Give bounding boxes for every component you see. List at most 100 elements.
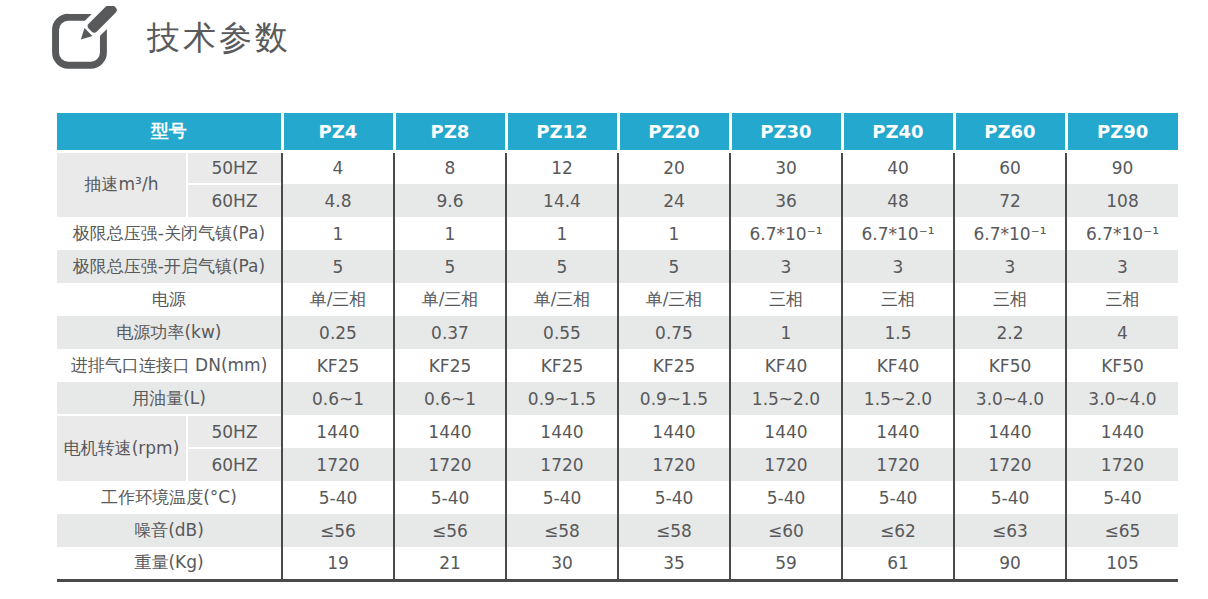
table-cell: ≤60 xyxy=(730,514,842,547)
table-cell: 9.6 xyxy=(394,184,506,217)
table-cell: 14.4 xyxy=(506,184,618,217)
row-sub-label: 60HZ xyxy=(187,448,282,481)
table-cell: ≤63 xyxy=(954,514,1066,547)
table-row: 工作环境温度(°C)5-405-405-405-405-405-405-405-… xyxy=(57,481,1178,514)
model-header-pz60: PZ60 xyxy=(954,113,1066,151)
table-row: 用油量(L)0.6~10.6~10.9~1.50.9~1.51.5~2.01.5… xyxy=(57,382,1178,415)
row-group-label: 电机转速(rpm) xyxy=(57,415,187,481)
table-cell: 1440 xyxy=(506,415,618,448)
table-cell: 0.9~1.5 xyxy=(506,382,618,415)
table-cell: 1440 xyxy=(730,415,842,448)
table-cell: 1440 xyxy=(954,415,1066,448)
table-cell: 5 xyxy=(394,250,506,283)
table-cell: 30 xyxy=(506,547,618,580)
table-row: 噪音(dB)≤56≤56≤58≤58≤60≤62≤63≤65 xyxy=(57,514,1178,547)
table-cell: 5-40 xyxy=(730,481,842,514)
row-label: 电源功率(kw) xyxy=(57,316,282,349)
row-group-label: 抽速m³/h xyxy=(57,151,187,217)
table-cell: 5 xyxy=(282,250,394,283)
edit-icon xyxy=(45,6,119,69)
table-cell: 0.6~1 xyxy=(394,382,506,415)
table-header-row: 型号 PZ4PZ8PZ12PZ20PZ30PZ40PZ60PZ90 xyxy=(57,113,1178,151)
table-cell: 3 xyxy=(730,250,842,283)
table-cell: ≤65 xyxy=(1066,514,1178,547)
table-cell: 20 xyxy=(618,151,730,184)
table-cell: 5-40 xyxy=(394,481,506,514)
table-cell: 12 xyxy=(506,151,618,184)
table-cell: 40 xyxy=(842,151,954,184)
table-cell: ≤56 xyxy=(282,514,394,547)
model-header-pz20: PZ20 xyxy=(618,113,730,151)
table-cell: 1720 xyxy=(506,448,618,481)
table-cell: 4 xyxy=(282,151,394,184)
model-header-pz30: PZ30 xyxy=(730,113,842,151)
table-cell: 35 xyxy=(618,547,730,580)
table-cell: 单/三相 xyxy=(394,283,506,316)
row-label: 重量(Kg) xyxy=(57,547,282,580)
table-cell: 1 xyxy=(282,217,394,250)
table-cell: 0.9~1.5 xyxy=(618,382,730,415)
table-cell: 1.5 xyxy=(842,316,954,349)
table-row: 重量(Kg)19213035596190105 xyxy=(57,547,1178,580)
table-cell: KF50 xyxy=(1066,349,1178,382)
table-cell: 4.8 xyxy=(282,184,394,217)
table-cell: 1720 xyxy=(842,448,954,481)
table-cell: 1440 xyxy=(394,415,506,448)
table-cell: KF25 xyxy=(618,349,730,382)
table-cell: 90 xyxy=(954,547,1066,580)
table-cell: 24 xyxy=(618,184,730,217)
table-row: 电机转速(rpm)50HZ144014401440144014401440144… xyxy=(57,415,1178,448)
table-row: 60HZ4.89.614.424364872108 xyxy=(57,184,1178,217)
table-cell: 5 xyxy=(618,250,730,283)
row-label: 工作环境温度(°C) xyxy=(57,481,282,514)
table-cell: 单/三相 xyxy=(282,283,394,316)
table-cell: KF25 xyxy=(282,349,394,382)
spec-table: 型号 PZ4PZ8PZ12PZ20PZ30PZ40PZ60PZ90 抽速m³/h… xyxy=(57,113,1178,582)
table-cell: 1 xyxy=(394,217,506,250)
table-cell: 3 xyxy=(1066,250,1178,283)
row-label: 电源 xyxy=(57,283,282,316)
table-cell: ≤58 xyxy=(506,514,618,547)
table-cell: 59 xyxy=(730,547,842,580)
table-cell: ≤56 xyxy=(394,514,506,547)
row-sub-label: 60HZ xyxy=(187,184,282,217)
table-cell: 3.0~4.0 xyxy=(954,382,1066,415)
table-cell: 1 xyxy=(618,217,730,250)
row-sub-label: 50HZ xyxy=(187,151,282,184)
table-cell: 5-40 xyxy=(282,481,394,514)
table-cell: 48 xyxy=(842,184,954,217)
model-header-cell: 型号 xyxy=(57,113,282,151)
table-cell: 1720 xyxy=(282,448,394,481)
table-cell: 0.37 xyxy=(394,316,506,349)
table-cell: 3 xyxy=(842,250,954,283)
model-header-pz40: PZ40 xyxy=(842,113,954,151)
table-cell: 0.25 xyxy=(282,316,394,349)
table-cell: 60 xyxy=(954,151,1066,184)
table-cell: 1720 xyxy=(394,448,506,481)
table-cell: 90 xyxy=(1066,151,1178,184)
table-row: 极限总压强-开启气镇(Pa)55553333 xyxy=(57,250,1178,283)
table-cell: 0.6~1 xyxy=(282,382,394,415)
table-cell: 21 xyxy=(394,547,506,580)
table-cell: 8 xyxy=(394,151,506,184)
table-cell: 1.5~2.0 xyxy=(730,382,842,415)
model-header-pz12: PZ12 xyxy=(506,113,618,151)
table-cell: 5-40 xyxy=(618,481,730,514)
table-row: 极限总压强-关闭气镇(Pa)11116.7*10⁻¹6.7*10⁻¹6.7*10… xyxy=(57,217,1178,250)
table-cell: KF40 xyxy=(730,349,842,382)
table-cell: 1440 xyxy=(618,415,730,448)
table-cell: 36 xyxy=(730,184,842,217)
table-cell: 1720 xyxy=(954,448,1066,481)
table-cell: 6.7*10⁻¹ xyxy=(842,217,954,250)
table-cell: 3 xyxy=(954,250,1066,283)
table-cell: 1 xyxy=(730,316,842,349)
table-cell: 0.75 xyxy=(618,316,730,349)
table-cell: 4 xyxy=(1066,316,1178,349)
table-cell: 6.7*10⁻¹ xyxy=(730,217,842,250)
model-header-pz90: PZ90 xyxy=(1066,113,1178,151)
row-label: 极限总压强-开启气镇(Pa) xyxy=(57,250,282,283)
row-label: 极限总压强-关闭气镇(Pa) xyxy=(57,217,282,250)
table-cell: 108 xyxy=(1066,184,1178,217)
table-row: 进排气口连接口 DN(mm)KF25KF25KF25KF25KF40KF40KF… xyxy=(57,349,1178,382)
table-row: 电源单/三相单/三相单/三相单/三相三相三相三相三相 xyxy=(57,283,1178,316)
